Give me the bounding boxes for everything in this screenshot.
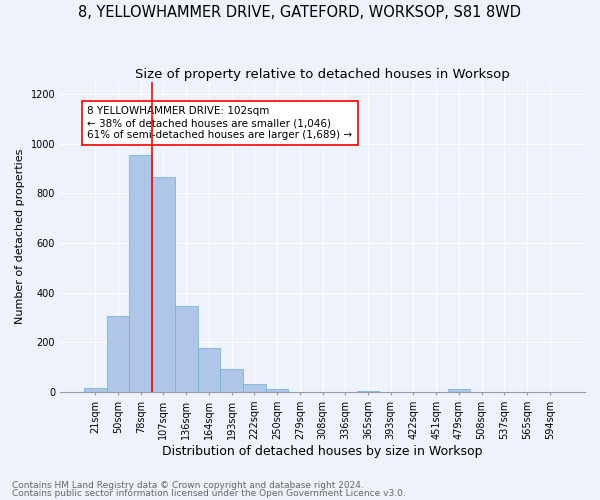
Title: Size of property relative to detached houses in Worksop: Size of property relative to detached ho… [135,68,510,80]
X-axis label: Distribution of detached houses by size in Worksop: Distribution of detached houses by size … [162,444,483,458]
Bar [266,390,289,392]
Bar [107,316,130,392]
Bar [220,370,243,392]
Bar [243,384,266,392]
Bar [175,306,197,392]
Text: Contains HM Land Registry data © Crown copyright and database right 2024.: Contains HM Land Registry data © Crown c… [12,480,364,490]
Bar [448,390,470,392]
Text: 8 YELLOWHAMMER DRIVE: 102sqm
← 38% of detached houses are smaller (1,046)
61% of: 8 YELLOWHAMMER DRIVE: 102sqm ← 38% of de… [88,106,352,140]
Bar [197,348,220,392]
Y-axis label: Number of detached properties: Number of detached properties [15,149,25,324]
Bar [356,390,379,392]
Text: Contains public sector information licensed under the Open Government Licence v3: Contains public sector information licen… [12,489,406,498]
Bar [130,155,152,392]
Text: 8, YELLOWHAMMER DRIVE, GATEFORD, WORKSOP, S81 8WD: 8, YELLOWHAMMER DRIVE, GATEFORD, WORKSOP… [79,5,521,20]
Bar [152,177,175,392]
Bar [84,388,107,392]
